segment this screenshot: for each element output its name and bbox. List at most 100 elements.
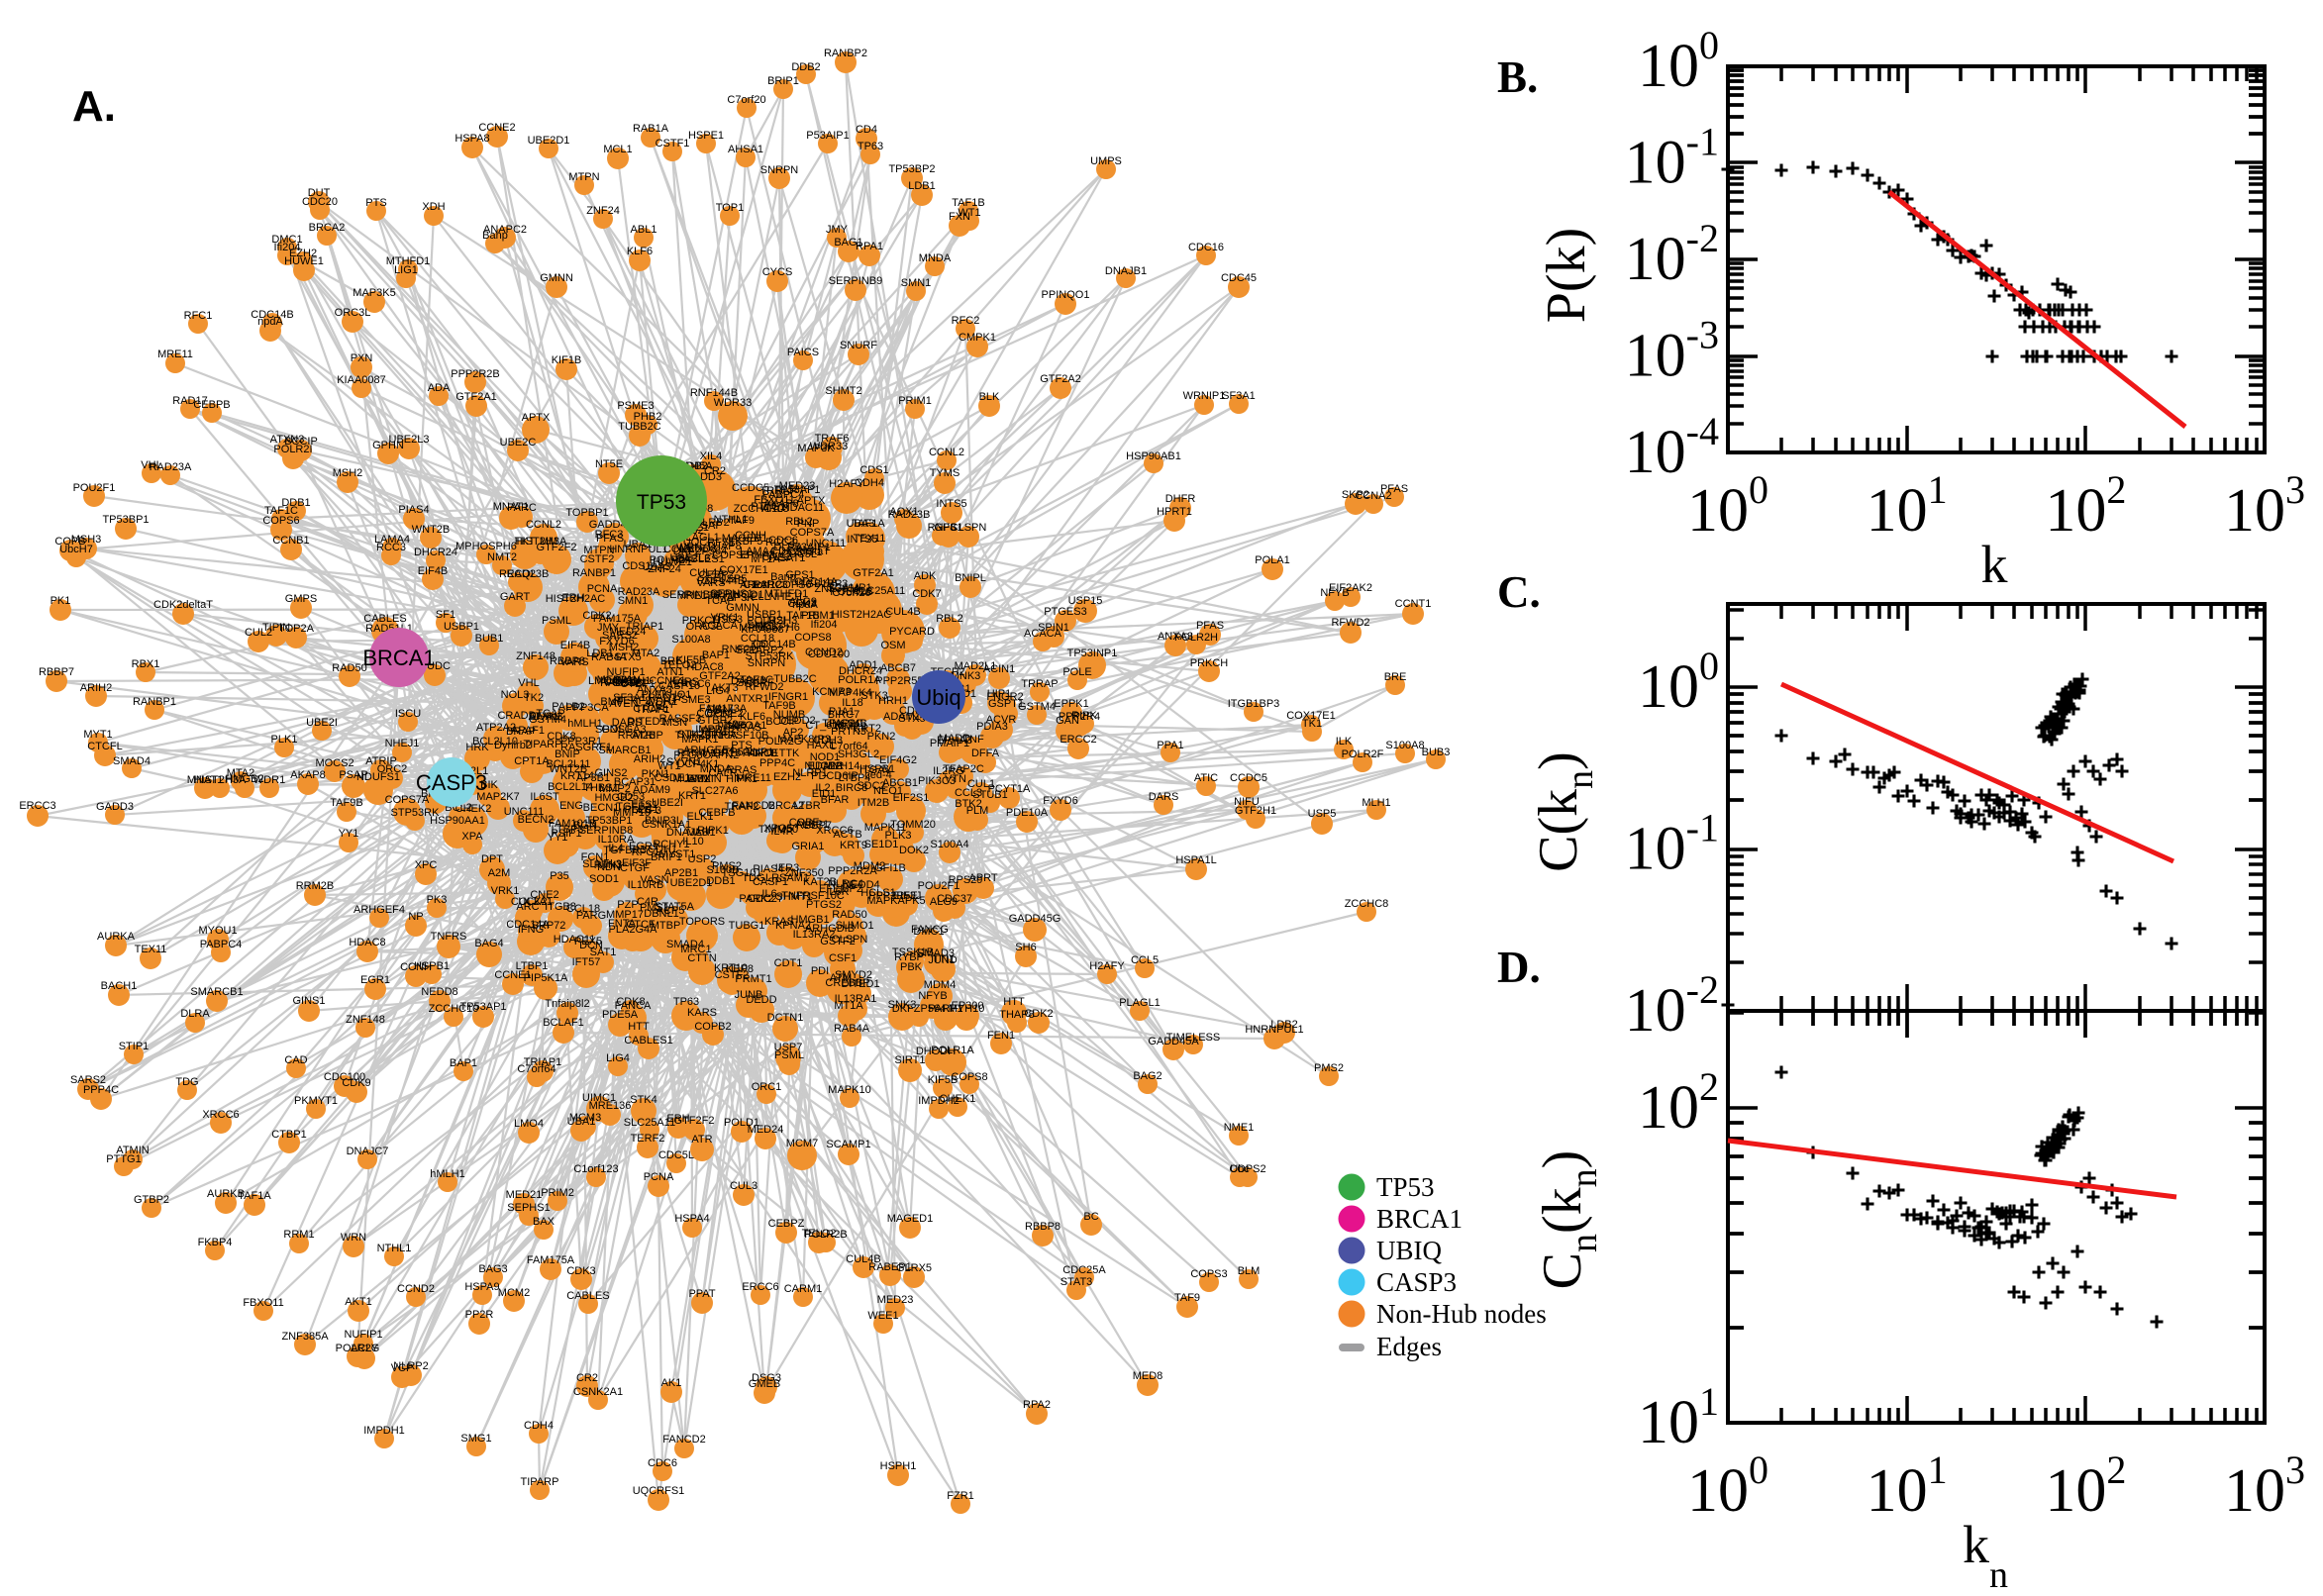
svg-text:AKAP8: AKAP8: [290, 769, 325, 781]
svg-text:PNP: PNP: [797, 518, 820, 530]
svg-text:CDH4: CDH4: [524, 1420, 554, 1432]
svg-text:PSML: PSML: [542, 615, 571, 627]
svg-text:WDR33: WDR33: [714, 397, 753, 409]
svg-text:CCND2: CCND2: [397, 1283, 435, 1295]
svg-text:CASP3: CASP3: [416, 770, 487, 795]
svg-text:CDC100: CDC100: [324, 1071, 365, 1083]
svg-text:CUL2: CUL2: [245, 627, 272, 639]
svg-text:POLA1: POLA1: [1255, 554, 1289, 566]
svg-text:MTHFD1: MTHFD1: [386, 255, 431, 267]
svg-text:PAICS: PAICS: [787, 347, 819, 358]
svg-text:101: 101: [1638, 1379, 1719, 1456]
svg-text:TP53: TP53: [637, 491, 686, 514]
svg-text:SH3GL2: SH3GL2: [838, 748, 879, 760]
svg-text:H2AFY: H2AFY: [829, 478, 864, 490]
svg-text:PRIM1: PRIM1: [898, 395, 932, 407]
svg-text:ADK: ADK: [914, 570, 937, 582]
svg-text:STAT3: STAT3: [1060, 1276, 1093, 1288]
svg-text:CUL3: CUL3: [730, 1180, 758, 1192]
svg-text:TTK: TTK: [779, 748, 800, 759]
svg-text:RBL2: RBL2: [936, 613, 963, 625]
svg-text:CSNK2A1: CSNK2A1: [573, 1386, 623, 1398]
svg-text:PARK2: PARK2: [739, 893, 773, 905]
svg-text:BRIP1: BRIP1: [767, 75, 799, 87]
svg-text:MDM2: MDM2: [854, 860, 885, 872]
svg-text:HIST2H2AC: HIST2H2AC: [832, 609, 892, 621]
svg-text:GRIA1: GRIA1: [791, 841, 824, 852]
svg-text:MED21: MED21: [506, 1189, 543, 1201]
svg-text:FKBP5: FKBP5: [729, 536, 763, 548]
svg-text:ORC1: ORC1: [752, 1081, 782, 1093]
svg-text:GADD45G: GADD45G: [1009, 913, 1061, 925]
svg-text:LMO4: LMO4: [514, 1118, 544, 1130]
svg-text:EIF4B: EIF4B: [418, 565, 449, 577]
svg-text:ARHGEF4: ARHGEF4: [354, 904, 405, 916]
svg-text:LIG4: LIG4: [606, 1052, 630, 1064]
svg-text:NLRP2: NLRP2: [393, 1360, 428, 1372]
svg-text:PRIM2: PRIM2: [541, 1187, 574, 1199]
svg-text:HDAC11: HDAC11: [554, 934, 596, 946]
svg-text:MNDA: MNDA: [919, 252, 952, 264]
svg-text:CAD: CAD: [284, 1054, 307, 1066]
svg-text:IL4: IL4: [608, 843, 623, 854]
svg-text:APAF1: APAF1: [511, 725, 545, 737]
svg-text:SUMO1: SUMO1: [835, 920, 873, 932]
svg-text:BLK: BLK: [979, 391, 1000, 403]
svg-text:WRNIP1: WRNIP1: [1183, 390, 1226, 402]
svg-text:CARM1: CARM1: [784, 1283, 823, 1295]
svg-text:CCNL2: CCNL2: [526, 519, 561, 531]
svg-text:CDK7: CDK7: [912, 588, 941, 600]
svg-text:GMPS: GMPS: [285, 593, 317, 605]
svg-text:HSP90AB1: HSP90AB1: [1126, 450, 1181, 462]
svg-text:JMY: JMY: [826, 224, 849, 236]
svg-text:CCL18: CCL18: [566, 903, 600, 915]
svg-text:LTBR: LTBR: [793, 800, 820, 812]
svg-text:PPA1: PPA1: [1157, 740, 1183, 751]
svg-text:PP2R: PP2R: [465, 1309, 494, 1321]
svg-text:AK1: AK1: [661, 1377, 682, 1389]
svg-text:10-1: 10-1: [1625, 806, 1719, 883]
svg-text:CABLES: CABLES: [566, 1290, 609, 1302]
svg-text:MPHOSPH6: MPHOSPH6: [455, 541, 517, 552]
svg-text:COPB2: COPB2: [694, 1021, 731, 1033]
svg-text:B.: B.: [1497, 52, 1538, 102]
svg-text:UBE2L3: UBE2L3: [389, 434, 430, 446]
svg-text:CAPN2: CAPN2: [703, 749, 740, 761]
svg-text:RPA2: RPA2: [1023, 1399, 1051, 1411]
svg-text:EPPK1: EPPK1: [1054, 698, 1088, 710]
svg-text:MSH2: MSH2: [609, 642, 640, 653]
svg-text:FANCD2: FANCD2: [662, 1434, 705, 1446]
svg-text:ZNF24: ZNF24: [586, 205, 620, 217]
svg-text:FANCE: FANCE: [743, 748, 779, 759]
svg-text:LDB2: LDB2: [1270, 1019, 1298, 1031]
svg-text:H2AFY: H2AFY: [1089, 960, 1125, 972]
svg-text:STIP1: STIP1: [119, 1041, 150, 1052]
svg-text:RRAS: RRAS: [727, 764, 758, 776]
svg-text:ALBP1: ALBP1: [795, 819, 829, 831]
svg-text:BLM: BLM: [1238, 1265, 1261, 1277]
svg-text:CDC5L: CDC5L: [658, 1149, 694, 1161]
svg-text:RTN3: RTN3: [594, 859, 623, 871]
svg-text:TOPORS: TOPORS: [679, 916, 725, 928]
svg-text:SF1: SF1: [436, 609, 455, 621]
svg-text:TP53BP1: TP53BP1: [102, 514, 149, 526]
svg-text:POLE: POLE: [1062, 666, 1091, 678]
svg-text:100: 100: [1687, 467, 1768, 545]
svg-text:TRIAP1: TRIAP1: [524, 1056, 562, 1068]
svg-text:Tnfaip8l2: Tnfaip8l2: [545, 998, 589, 1010]
svg-text:TERF2: TERF2: [631, 1133, 665, 1145]
svg-text:TOPBP1: TOPBP1: [565, 507, 608, 519]
svg-text:NTHL1: NTHL1: [377, 1243, 412, 1254]
svg-text:COPS8: COPS8: [794, 632, 831, 644]
svg-text:MED23: MED23: [877, 1294, 914, 1306]
svg-text:BRCA1: BRCA1: [362, 646, 435, 670]
svg-text:WNT2B: WNT2B: [412, 524, 451, 536]
svg-text:BAG2: BAG2: [1133, 1070, 1162, 1082]
svg-text:CSTF2: CSTF2: [715, 969, 750, 981]
svg-text:RCC3: RCC3: [376, 542, 406, 553]
svg-text:KIAA0087: KIAA0087: [337, 374, 386, 386]
svg-text:SMG1: SMG1: [460, 1433, 491, 1445]
svg-text:PSME3: PSME3: [617, 400, 654, 412]
svg-text:CDC5L: CDC5L: [781, 549, 817, 560]
svg-text:PK1: PK1: [50, 595, 71, 607]
